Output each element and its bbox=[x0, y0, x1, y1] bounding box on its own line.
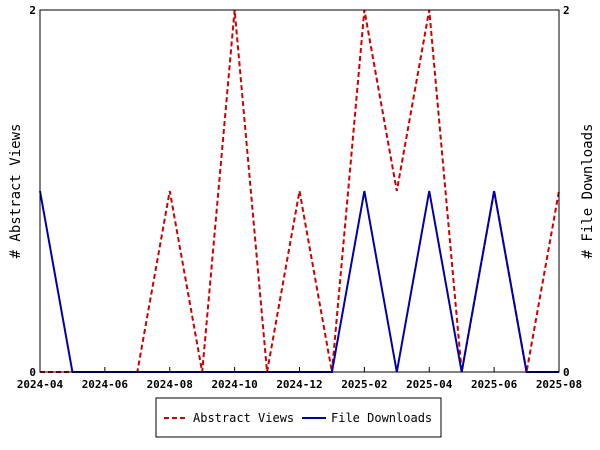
y-tick-label: 2 bbox=[29, 4, 36, 17]
y2-tick-label: 0 bbox=[563, 366, 570, 379]
legend-box bbox=[155, 397, 442, 438]
legend-label-file-downloads: File Downloads bbox=[331, 411, 432, 425]
x-tick-label: 2024-08 bbox=[147, 378, 193, 391]
axes: 2024-04 2024-06 2024-08 2024-10 2024-12 2025-… bbox=[17, 4, 582, 391]
x-tick-label: 2025-02 bbox=[341, 378, 387, 391]
x-tick-label: 2025-06 bbox=[471, 378, 518, 391]
y-axis-title: # Abstract Views bbox=[8, 124, 24, 259]
series-line-file-downloads bbox=[39, 190, 559, 373]
x-tick-label: 2025-08 bbox=[536, 378, 582, 391]
y-tick-label: 0 bbox=[29, 366, 36, 379]
legend: Abstract Views File Downloads bbox=[155, 397, 442, 438]
x-tick-label: 2024-06 bbox=[82, 378, 129, 391]
legend-label-abstract-views: Abstract Views bbox=[193, 411, 294, 425]
x-tick-label: 2025-04 bbox=[406, 378, 453, 391]
y2-axis-title: # File Downloads bbox=[580, 124, 596, 259]
x-tick-label: 2024-12 bbox=[276, 378, 322, 391]
x-tick-label: 2024-10 bbox=[211, 378, 257, 391]
plot-area bbox=[39, 9, 560, 373]
y2-tick-label: 2 bbox=[563, 4, 570, 17]
x-tick-label: 2024-04 bbox=[17, 378, 64, 391]
